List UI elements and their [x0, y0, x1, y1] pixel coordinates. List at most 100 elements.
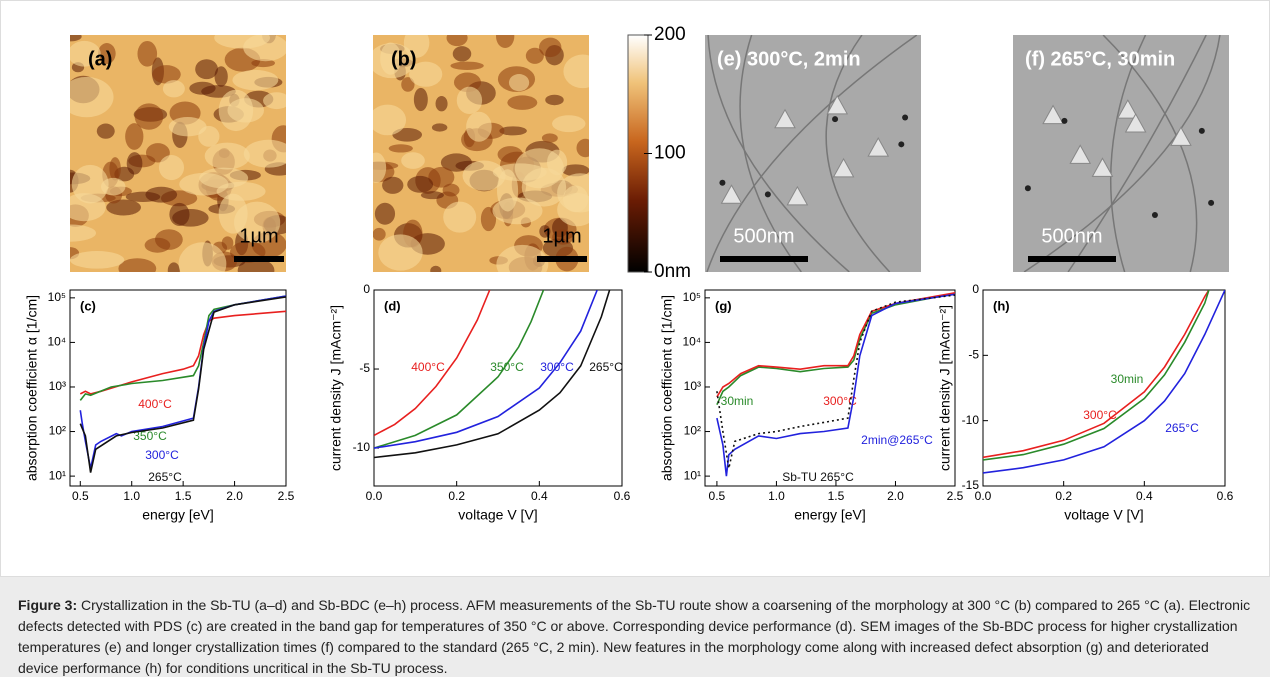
crystallite [832, 157, 855, 178]
scale-bar [720, 256, 808, 262]
afm-grain [106, 199, 141, 216]
panel-label: (c) [80, 298, 96, 313]
afm-grain [446, 35, 468, 47]
afm-hill [508, 74, 530, 92]
series-label: 265°C [148, 470, 182, 484]
x-tick-label: 0.5 [709, 489, 726, 503]
y-tick-label: 10⁵ [48, 290, 66, 304]
pinhole [1024, 185, 1031, 192]
x-tick-label: 2.5 [278, 489, 295, 503]
panel-label: (e) 300°C, 2min [717, 48, 861, 70]
afm-hill [263, 92, 286, 110]
pinhole [1208, 199, 1215, 206]
image-sem [705, 35, 921, 272]
afm-hill [552, 115, 586, 133]
afm-grain [126, 152, 143, 175]
afm-hill [373, 104, 407, 136]
afm-hill [378, 234, 423, 271]
y-tick-label: 0 [972, 282, 979, 296]
afm-hill [178, 242, 227, 272]
pinhole [1061, 117, 1068, 124]
series-label: 300°C [540, 360, 574, 374]
afm-grain [420, 191, 444, 200]
afm-grain [576, 138, 589, 158]
panel-label: (f) 265°C, 30min [1025, 48, 1175, 70]
crystallite [1124, 112, 1147, 133]
afm-grain [373, 227, 386, 241]
x-tick-label: 1.0 [768, 489, 785, 503]
afm-grain [189, 81, 216, 95]
series-label: Sb-TU 265°C [782, 470, 854, 484]
afm-grain [144, 237, 171, 253]
afm-grain [545, 94, 564, 106]
afm-grain [152, 65, 181, 84]
panel-label: (d) [384, 298, 401, 313]
y-tick-label: 10² [684, 424, 701, 438]
image-afm [373, 35, 589, 272]
afm-grain [539, 225, 551, 238]
afm-hill [70, 193, 106, 222]
series-line [716, 293, 955, 477]
afm-hill [100, 177, 126, 196]
crystallite [786, 185, 809, 206]
y-tick-label: 10³ [49, 379, 66, 393]
x-tick-label: 0.6 [1217, 489, 1234, 503]
plot-frame [69, 289, 287, 487]
afm-grain [442, 183, 460, 197]
panel-label: (b) [391, 48, 417, 70]
afm-grain [167, 262, 180, 272]
afm-hill [380, 42, 402, 75]
pinhole [1198, 127, 1205, 134]
y-axis-label: absorption coefficient α [1/cm] [24, 295, 40, 481]
series-label: 350°C [490, 360, 524, 374]
afm-hill [496, 244, 549, 272]
afm-grain [541, 133, 558, 143]
afm-hill [168, 117, 207, 137]
y-axis-label: absorption coefficient α [1/cm] [659, 295, 675, 481]
scale-bar-label: 1µm [239, 225, 278, 247]
figure: (a) 1µm (b) 1µm (e) 300°C, 2min 500nm (f) 265°… [0, 0, 1270, 577]
x-axis-label: energy [eV] [142, 507, 214, 523]
afm-grain [407, 175, 434, 193]
series-label: 350°C [133, 429, 167, 443]
scale-bar-label: 500nm [733, 225, 794, 247]
series-label: 30min [1111, 372, 1144, 386]
series-line [374, 290, 598, 449]
afm-grain [388, 144, 413, 153]
afm-grain [382, 176, 404, 194]
x-tick-label: 0.0 [975, 489, 992, 503]
crystallite [1116, 99, 1139, 119]
pinhole [719, 179, 726, 186]
afm-grain [401, 77, 415, 92]
x-tick-label: 0.4 [531, 489, 548, 503]
afm-grain [453, 72, 481, 93]
afm-hill [456, 86, 483, 115]
caption: Figure 3: Crystallization in the Sb-TU (… [0, 577, 1270, 677]
pinhole [764, 191, 771, 198]
series-line [983, 290, 1225, 474]
afm-hill [70, 40, 101, 67]
y-tick-label: 10¹ [684, 468, 701, 482]
plot-frame [704, 289, 956, 487]
series-line [716, 292, 955, 398]
afm-grain [435, 96, 448, 112]
afm-hill [466, 111, 492, 142]
y-tick-label: -5 [968, 348, 979, 362]
afm-grain [507, 95, 538, 110]
plot-frame [982, 289, 1226, 487]
series-label: 2min@265°C [861, 433, 933, 447]
afm-grain [70, 35, 82, 42]
afm-hill [198, 125, 220, 147]
afm-grain [496, 35, 515, 48]
series-label: 300°C [1083, 408, 1117, 422]
series-label: 300°C [823, 394, 857, 408]
afm-grain [431, 123, 448, 132]
series-line [374, 290, 611, 459]
series-line [79, 296, 286, 473]
caption-text: Crystallization in the Sb-TU (a–d) and S… [18, 597, 1251, 676]
x-axis-label: voltage V [V] [1064, 507, 1143, 523]
series-label: 30min [721, 394, 754, 408]
afm-hill [557, 192, 589, 227]
y-tick-label: 10⁵ [683, 290, 701, 304]
y-tick-label: 10⁴ [682, 335, 701, 349]
